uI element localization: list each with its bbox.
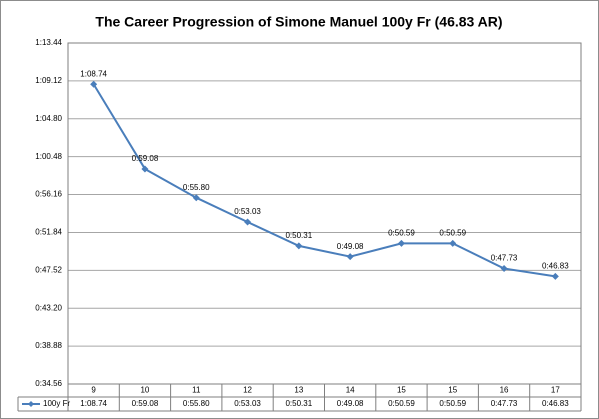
x-tick-label: 16 bbox=[500, 386, 509, 395]
data-label: 0:55.80 bbox=[183, 183, 210, 192]
table-value: 0:47.73 bbox=[491, 399, 518, 408]
data-label: 0:59.08 bbox=[132, 154, 159, 163]
table-value: 0:49.08 bbox=[337, 399, 364, 408]
x-tick-label: 14 bbox=[346, 386, 355, 395]
y-tick-label: 1:09.12 bbox=[35, 76, 62, 85]
y-tick-label: 1:00.48 bbox=[35, 152, 62, 161]
table-value: 0:55.80 bbox=[183, 399, 210, 408]
point-marker bbox=[551, 272, 559, 280]
point-marker bbox=[192, 194, 200, 202]
table-value: 0:53.03 bbox=[234, 399, 261, 408]
point-marker bbox=[397, 239, 405, 247]
point-marker bbox=[90, 80, 98, 88]
x-tick-label: 10 bbox=[140, 386, 149, 395]
x-tick-label: 17 bbox=[551, 386, 560, 395]
data-label: 0:46.83 bbox=[542, 261, 569, 270]
x-tick-label: 9 bbox=[91, 386, 96, 395]
y-tick-label: 1:13.44 bbox=[35, 38, 62, 47]
data-label: 0:50.31 bbox=[285, 231, 312, 240]
table-value: 0:50.31 bbox=[285, 399, 312, 408]
point-marker bbox=[500, 264, 508, 272]
legend-label: 100y Fr bbox=[43, 399, 70, 408]
legend-marker bbox=[28, 401, 34, 407]
y-tick-label: 0:56.16 bbox=[35, 190, 62, 199]
table-value: 0:50.59 bbox=[388, 399, 415, 408]
data-label: 0:53.03 bbox=[234, 207, 261, 216]
x-tick-label: 15 bbox=[397, 386, 406, 395]
point-marker bbox=[295, 242, 303, 250]
data-label: 0:50.59 bbox=[439, 229, 466, 238]
y-tick-label: 1:04.80 bbox=[35, 114, 62, 123]
x-tick-label: 12 bbox=[243, 386, 252, 395]
table-value: 0:59.08 bbox=[132, 399, 159, 408]
point-marker bbox=[141, 165, 149, 173]
chart-title: The Career Progression of Simone Manuel … bbox=[95, 14, 502, 30]
point-marker bbox=[346, 253, 354, 261]
table-value: 0:46.83 bbox=[542, 399, 569, 408]
point-marker bbox=[449, 239, 457, 247]
x-tick-label: 11 bbox=[192, 386, 201, 395]
series-line bbox=[92, 83, 556, 278]
y-tick-label: 0:43.20 bbox=[35, 303, 62, 312]
point-marker bbox=[244, 218, 252, 226]
data-label: 0:50.59 bbox=[388, 229, 415, 238]
y-tick-label: 0:51.84 bbox=[35, 228, 62, 237]
y-tick-label: 0:47.52 bbox=[35, 265, 62, 274]
data-label: 0:49.08 bbox=[337, 242, 364, 251]
table-value: 1:08.74 bbox=[80, 399, 107, 408]
x-tick-label: 15 bbox=[448, 386, 457, 395]
x-tick-label: 13 bbox=[294, 386, 303, 395]
y-tick-label: 0:34.56 bbox=[35, 379, 62, 388]
data-label: 1:08.74 bbox=[80, 69, 107, 78]
data-label: 0:47.73 bbox=[491, 254, 518, 263]
y-tick-label: 0:38.88 bbox=[35, 341, 62, 350]
table-value: 0:50.59 bbox=[439, 399, 466, 408]
